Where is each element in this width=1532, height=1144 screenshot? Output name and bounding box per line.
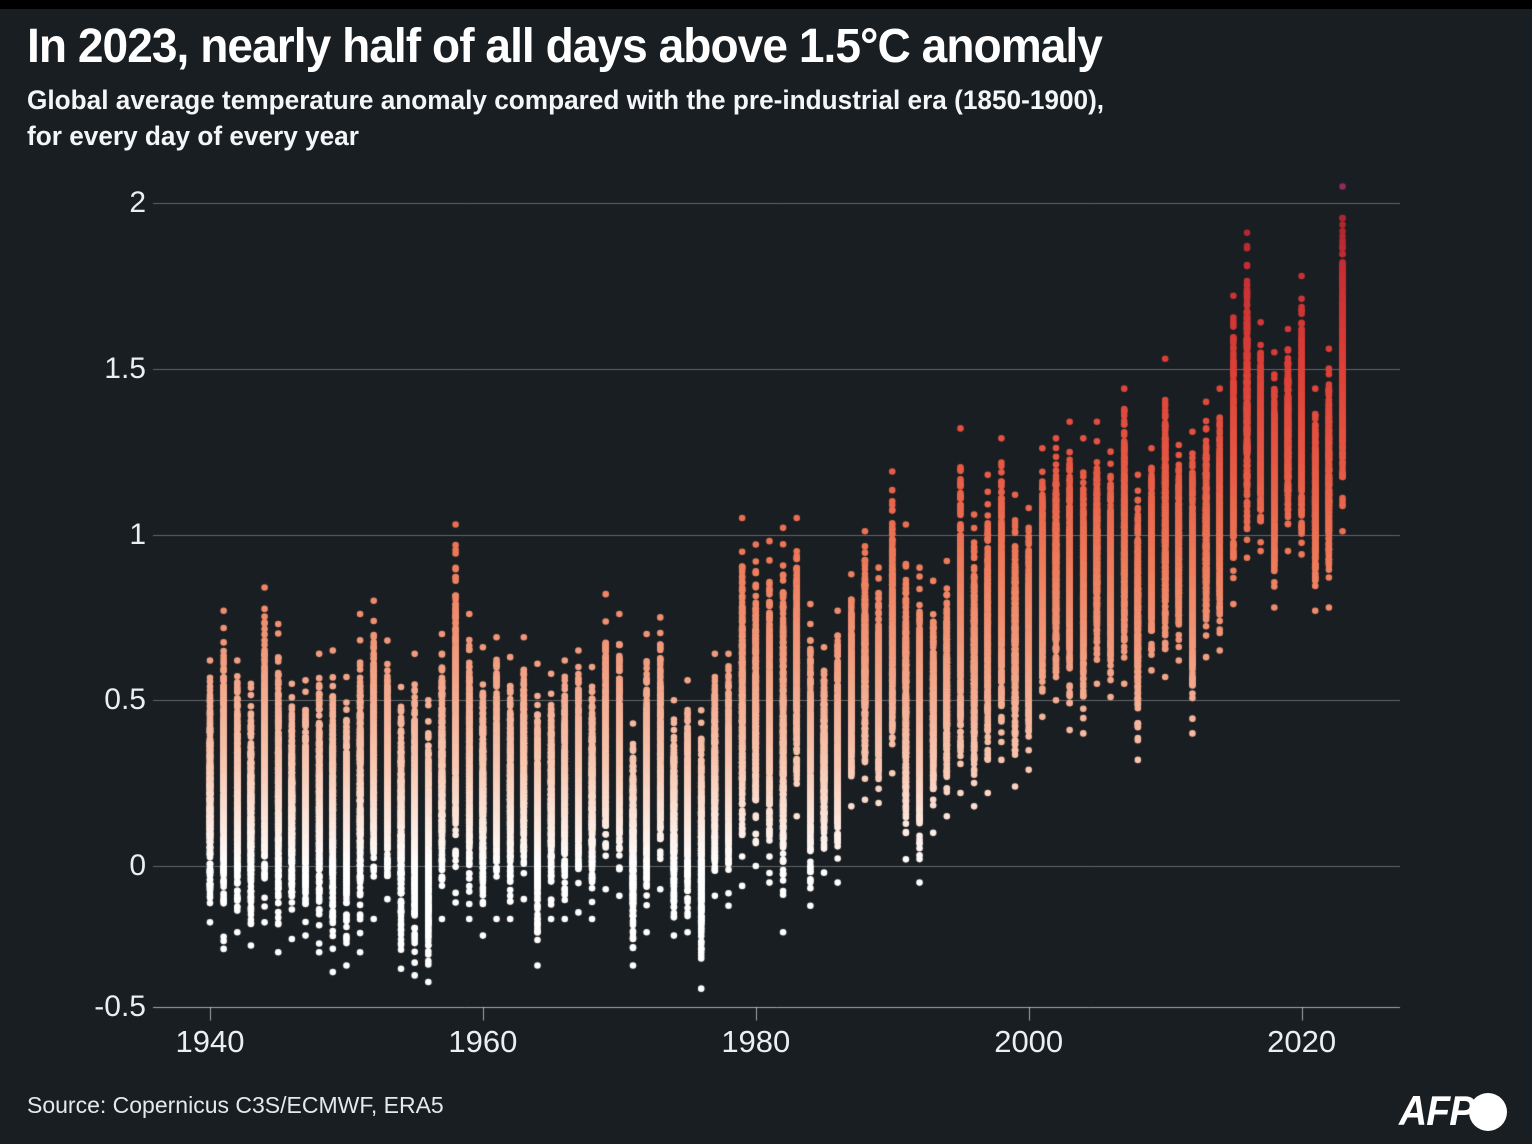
y-tick-label-0-5: 0.5 xyxy=(104,683,146,717)
source-credit: Source: Copernicus C3S/ECMWF, ERA5 xyxy=(27,1092,444,1118)
y-tick-label-0: 0 xyxy=(129,849,146,882)
afp-logo-circle-icon xyxy=(1469,1093,1507,1131)
y-tick-label-neg-0-5: -0.5 xyxy=(94,990,146,1023)
afp-logo-text: AFP xyxy=(1399,1087,1475,1134)
chart-header: In 2023, nearly half of all days above 1… xyxy=(27,18,1507,154)
chart-subtitle-line1: Global average temperature anomaly compa… xyxy=(27,85,1105,115)
x-tick-label-2000: 2000 xyxy=(994,1024,1064,1059)
y-tick-label-1: 1 xyxy=(129,517,146,551)
page-title: In 2023, nearly half of all days above 1… xyxy=(27,20,1103,73)
x-tick-label-1960: 1960 xyxy=(448,1024,518,1059)
x-tick-label-1940: 1940 xyxy=(175,1024,245,1059)
x-tick-label-2020: 2020 xyxy=(1267,1024,1337,1059)
chart-subtitle-line2: for every day of every year xyxy=(27,121,359,151)
y-tick-label-1-5: 1.5 xyxy=(104,351,146,385)
y-tick-label-2: 2 xyxy=(129,186,146,219)
x-tick-label-1980: 1980 xyxy=(721,1024,791,1059)
